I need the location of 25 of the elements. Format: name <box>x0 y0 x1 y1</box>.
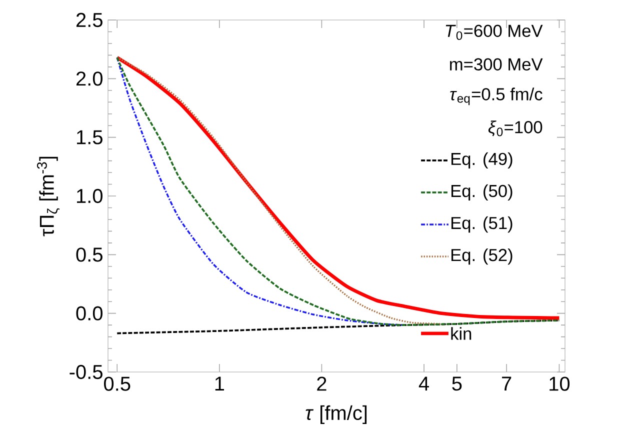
x-tick-label: 5 <box>452 376 462 391</box>
y-tick-label: -0.5 <box>70 364 102 380</box>
legend-label: kin <box>451 327 472 340</box>
annotation: τ$_{eq}$=0.5 fm/c <box>450 88 542 106</box>
y-tick-label: 1.0 <box>77 188 102 204</box>
y-axis-title: τΠ$_{ζ}$ [fm$^{-3}$] <box>36 156 60 236</box>
x-tick-label: 1 <box>215 376 224 390</box>
x-axis-title: τ [fm/c] <box>306 405 367 424</box>
x-tick-label: 7 <box>502 376 512 390</box>
y-tick-label: 2.0 <box>76 72 102 86</box>
x-tick-label: 0.5 <box>104 376 130 391</box>
annotation: T$_{0}$=600 MeV <box>446 24 543 40</box>
y-tick-label: 0.0 <box>76 306 102 320</box>
x-tick-label: 2 <box>317 376 326 391</box>
x-tick-label: 10 <box>550 376 570 391</box>
y-tick-label: 0.5 <box>76 248 102 262</box>
legend-label: Eq. (50) <box>451 184 512 201</box>
y-tick-label: 1.5 <box>77 130 102 144</box>
annotation: ξ$_{0}$=100 <box>488 120 542 136</box>
x-tick-label: 4 <box>418 376 429 390</box>
annotation: m=300 MeV <box>450 58 543 70</box>
legend-label: Eq. (51) <box>451 216 512 233</box>
y-tick-label: 2.5 <box>76 12 102 28</box>
legend-label: Eq. (52) <box>451 248 512 265</box>
legend-label: Eq. (49) <box>451 152 512 169</box>
